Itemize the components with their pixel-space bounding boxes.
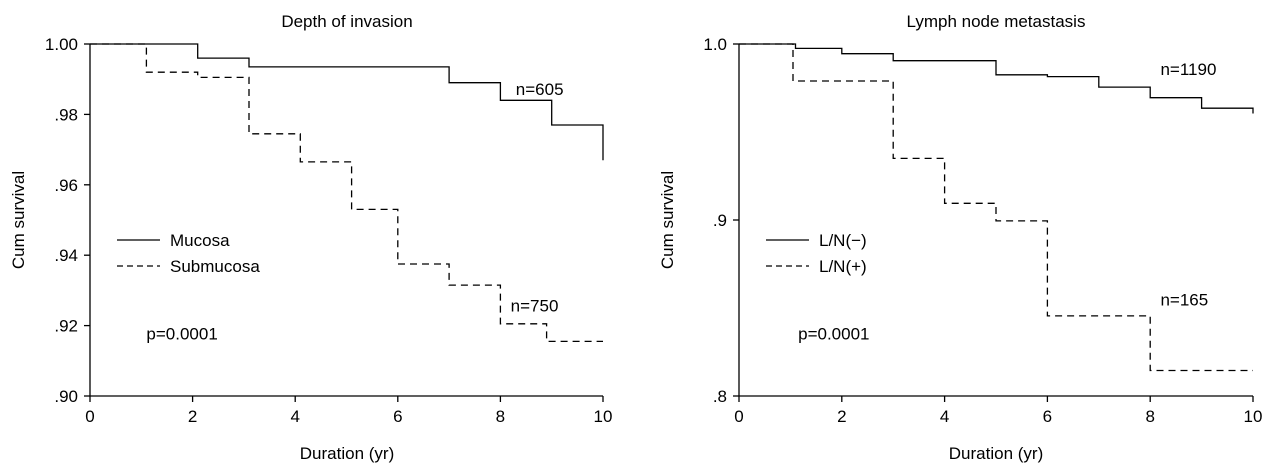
y-tick-label: .9 bbox=[713, 211, 727, 230]
legend: L/N(−) L/N(+) bbox=[766, 231, 867, 276]
x-tick-layer: 0 2 4 6 8 10 bbox=[85, 396, 612, 426]
y-tick-label: .94 bbox=[54, 246, 78, 265]
x-tick-label: 0 bbox=[734, 407, 743, 426]
annotation-n-1190: n=1190 bbox=[1160, 60, 1216, 79]
chart-title: Depth of invasion bbox=[281, 12, 412, 31]
x-tick-label: 8 bbox=[1145, 407, 1154, 426]
annotation-n-750: n=750 bbox=[511, 297, 559, 316]
y-tick-layer: .8 .9 1.0 bbox=[703, 35, 739, 406]
series-layer bbox=[739, 43, 1254, 372]
y-axis-label: Cum survival bbox=[9, 171, 28, 269]
annotation-p-0-0001: p=0.0001 bbox=[798, 325, 869, 344]
series-line-l-n bbox=[739, 43, 1254, 114]
chart-title: Lymph node metastasis bbox=[907, 12, 1086, 31]
y-tick-label: 1.0 bbox=[703, 35, 727, 54]
x-tick-label: 2 bbox=[837, 407, 846, 426]
series-line-l-n bbox=[739, 43, 1253, 372]
annotation-n-165: n=165 bbox=[1160, 290, 1208, 309]
x-tick-label: 4 bbox=[290, 407, 299, 426]
series-layer bbox=[90, 43, 604, 343]
annotation-n-605: n=605 bbox=[516, 80, 564, 99]
x-tick-label: 0 bbox=[85, 407, 94, 426]
x-tick-label: 6 bbox=[1043, 407, 1052, 426]
series-line-mucosa bbox=[90, 43, 604, 161]
legend: Mucosa Submucosa bbox=[117, 231, 260, 276]
y-tick-label: .92 bbox=[54, 317, 78, 336]
y-tick-label: .96 bbox=[54, 176, 78, 195]
legend-label-submucosa: Submucosa bbox=[170, 257, 260, 276]
y-axis-label: Cum survival bbox=[658, 171, 677, 269]
y-tick-layer: .90 .92 .94 .96 .98 1.00 bbox=[45, 35, 90, 406]
y-tick-label: .90 bbox=[54, 387, 78, 406]
x-tick-label: 2 bbox=[188, 407, 197, 426]
chart-panel-lymph-node-metastasis: Lymph node metastasis .8 .9 1.0 0 2 4 6 8 10 Du… bbox=[658, 12, 1262, 463]
y-tick-label: .98 bbox=[54, 105, 78, 124]
x-tick-label: 10 bbox=[1244, 407, 1263, 426]
x-tick-layer: 0 2 4 6 8 10 bbox=[734, 396, 1262, 426]
legend-label-ln-positive: L/N(+) bbox=[819, 257, 867, 276]
x-tick-label: 10 bbox=[594, 407, 613, 426]
annotation-layer: n=605 n=750 p=0.0001 bbox=[146, 80, 563, 344]
legend-label-ln-negative: L/N(−) bbox=[819, 231, 867, 250]
x-tick-label: 4 bbox=[940, 407, 949, 426]
x-axis-label: Duration (yr) bbox=[300, 444, 394, 463]
y-tick-label: 1.00 bbox=[45, 35, 78, 54]
x-tick-label: 6 bbox=[393, 407, 402, 426]
series-line-submucosa bbox=[90, 43, 603, 343]
x-axis-label: Duration (yr) bbox=[949, 444, 1043, 463]
annotation-p-0-0001: p=0.0001 bbox=[146, 325, 217, 344]
x-tick-label: 8 bbox=[496, 407, 505, 426]
chart-panel-depth-of-invasion: Depth of invasion .90 .92 .94 .96 .98 1.00 0 2… bbox=[9, 12, 612, 463]
legend-label-mucosa: Mucosa bbox=[170, 231, 230, 250]
annotation-layer: n=1190 n=165 p=0.0001 bbox=[798, 60, 1216, 344]
y-tick-label: .8 bbox=[713, 387, 727, 406]
